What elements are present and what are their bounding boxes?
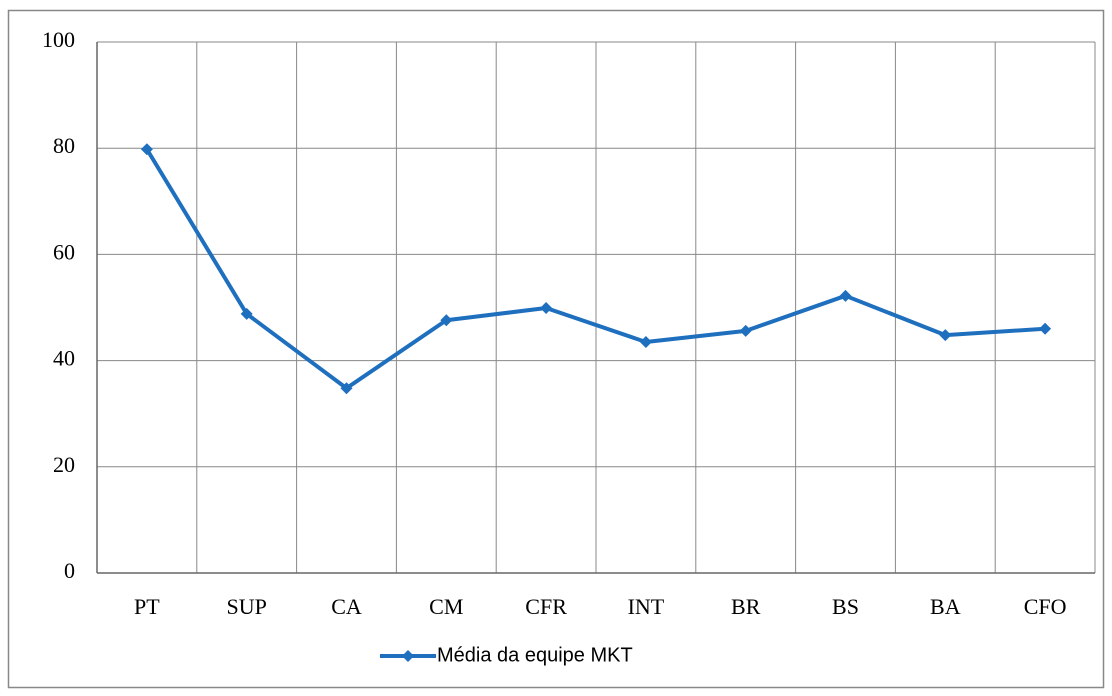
x-tick-label: SUP — [227, 594, 267, 619]
y-tick-label: 0 — [64, 558, 75, 583]
x-tick-label: CA — [331, 594, 362, 619]
x-tick-label: BS — [832, 594, 859, 619]
x-tick-label: CM — [429, 594, 463, 619]
data-point — [240, 307, 253, 320]
y-tick-label: 100 — [42, 27, 75, 52]
data-point — [140, 143, 153, 156]
y-tick-label: 40 — [53, 346, 75, 371]
data-point — [540, 302, 553, 315]
data-point — [440, 314, 453, 327]
x-tick-label: BR — [731, 594, 761, 619]
x-tick-label: BA — [930, 594, 961, 619]
data-line — [145, 148, 1046, 391]
legend-marker — [402, 650, 414, 662]
x-tick-label: PT — [134, 594, 160, 619]
x-tick-label: CFR — [525, 594, 567, 619]
data-point — [340, 382, 353, 395]
y-tick-label: 80 — [53, 133, 75, 158]
legend-label: Média da equipe MKT — [437, 644, 633, 666]
data-point — [1039, 322, 1052, 335]
x-tick-label: INT — [628, 594, 665, 619]
data-point — [639, 336, 652, 349]
y-tick-label: 60 — [53, 239, 75, 264]
data-point — [739, 324, 752, 337]
y-tick-label: 20 — [53, 452, 75, 477]
x-tick-label: CFO — [1024, 594, 1067, 619]
data-point — [839, 289, 852, 302]
data-point — [939, 329, 952, 342]
chart-border — [7, 9, 1105, 689]
